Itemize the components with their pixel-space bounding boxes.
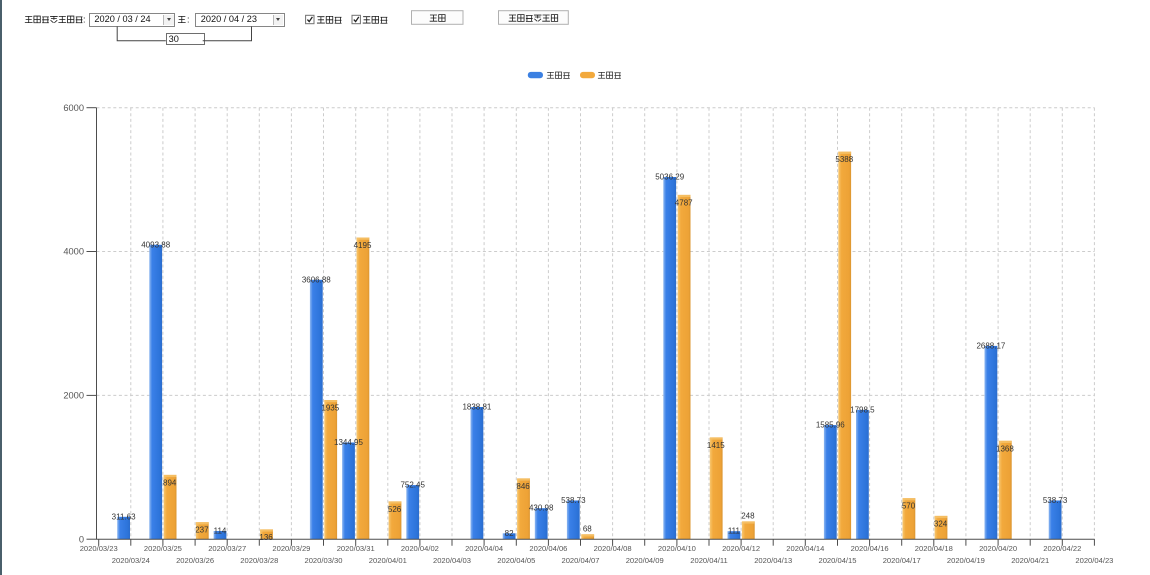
svg-text:2020/04/10: 2020/04/10	[658, 544, 696, 553]
svg-text:538.73: 538.73	[1043, 496, 1068, 505]
svg-text:237: 237	[195, 526, 209, 535]
svg-text:1585.96: 1585.96	[816, 421, 845, 430]
svg-text:2020/04/19: 2020/04/19	[947, 556, 985, 565]
svg-text:430.98: 430.98	[529, 504, 554, 513]
svg-text:1368: 1368	[996, 444, 1014, 453]
svg-text:2688.17: 2688.17	[976, 341, 1005, 350]
svg-text:2020/04/02: 2020/04/02	[401, 544, 439, 553]
svg-text:2020/03/30: 2020/03/30	[304, 556, 342, 565]
svg-text:2020/04/04: 2020/04/04	[465, 544, 503, 553]
svg-text::: :	[83, 15, 86, 25]
svg-text:2020/04/11: 2020/04/11	[690, 556, 727, 565]
svg-text:570: 570	[902, 502, 916, 511]
svg-text:1935: 1935	[321, 404, 339, 413]
svg-text:846: 846	[516, 482, 530, 491]
svg-text:2020/04/13: 2020/04/13	[754, 556, 792, 565]
svg-text:0: 0	[79, 534, 84, 544]
svg-text:2020/03/25: 2020/03/25	[144, 544, 182, 553]
svg-text:752.45: 752.45	[400, 481, 425, 490]
svg-text:1344.95: 1344.95	[334, 438, 363, 447]
svg-text:2020/03/23: 2020/03/23	[80, 544, 118, 553]
svg-text:4787: 4787	[675, 198, 693, 207]
svg-text:111: 111	[728, 527, 741, 536]
svg-text:4195: 4195	[354, 241, 372, 250]
svg-text:2020/04/07: 2020/04/07	[561, 556, 599, 565]
svg-text:2020/04/23: 2020/04/23	[1075, 556, 1113, 565]
svg-text:5388: 5388	[835, 155, 853, 164]
svg-text:2020/04/15: 2020/04/15	[818, 556, 856, 565]
svg-text:2020/04/01: 2020/04/01	[369, 556, 407, 565]
svg-text:2020/04/12: 2020/04/12	[722, 544, 760, 553]
svg-text:2020/03/31: 2020/03/31	[337, 544, 375, 553]
svg-text:6000: 6000	[63, 103, 84, 113]
svg-text:4093.88: 4093.88	[141, 240, 170, 249]
svg-text:2020/03/28: 2020/03/28	[240, 556, 278, 565]
svg-text:68: 68	[583, 524, 592, 533]
svg-text:2020/03/26: 2020/03/26	[176, 556, 214, 565]
svg-text:526: 526	[388, 505, 402, 514]
svg-text:1415: 1415	[707, 441, 725, 450]
svg-text:2020/04/03: 2020/04/03	[433, 556, 471, 565]
svg-text:2020/04/21: 2020/04/21	[1011, 556, 1049, 565]
svg-text:2020/03/27: 2020/03/27	[208, 544, 246, 553]
svg-text:2020/03/24: 2020/03/24	[112, 556, 150, 565]
svg-text:248: 248	[741, 511, 755, 520]
svg-text:2000: 2000	[63, 391, 84, 401]
svg-text:2020/04/05: 2020/04/05	[497, 556, 535, 565]
svg-text:5036.29: 5036.29	[655, 173, 684, 182]
svg-text:2020/04/20: 2020/04/20	[979, 544, 1017, 553]
svg-text::: :	[187, 15, 190, 25]
svg-text:894: 894	[163, 478, 177, 487]
svg-text:82: 82	[505, 529, 514, 538]
svg-text:2020/04/09: 2020/04/09	[626, 556, 664, 565]
svg-text:3606.88: 3606.88	[302, 275, 331, 284]
svg-text:1838.81: 1838.81	[462, 403, 491, 412]
svg-text:2020/04/14: 2020/04/14	[786, 544, 824, 553]
svg-text:2020/04/08: 2020/04/08	[594, 544, 632, 553]
svg-text:538.73: 538.73	[561, 496, 586, 505]
svg-text:1798.5: 1798.5	[850, 405, 875, 414]
svg-text:2020/04/06: 2020/04/06	[529, 544, 567, 553]
svg-text:2020/03/29: 2020/03/29	[272, 544, 310, 553]
svg-text:2020/04/18: 2020/04/18	[915, 544, 953, 553]
svg-text:2020/04/16: 2020/04/16	[851, 544, 889, 553]
svg-text:4000: 4000	[63, 247, 84, 257]
svg-text:2020/04/17: 2020/04/17	[883, 556, 921, 565]
svg-text:136: 136	[259, 533, 273, 542]
svg-text:114: 114	[214, 527, 227, 536]
svg-text:311.63: 311.63	[112, 512, 136, 521]
svg-text:2020/04/22: 2020/04/22	[1043, 544, 1081, 553]
svg-text:324: 324	[934, 519, 948, 528]
